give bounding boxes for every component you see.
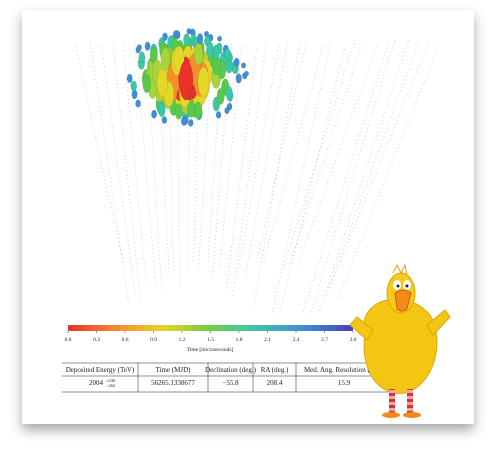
hit: [179, 61, 193, 100]
table-cell: 2004: [89, 379, 104, 387]
hit: [162, 33, 167, 41]
hit: [183, 34, 189, 46]
hit: [143, 74, 151, 92]
hit: [158, 103, 165, 116]
tick-label: 1.8: [236, 337, 243, 343]
hit: [217, 36, 221, 41]
table-cell: −55.8: [222, 379, 239, 387]
hit: [194, 43, 203, 64]
hit: [234, 58, 239, 67]
hit: [187, 28, 192, 34]
hit: [216, 111, 221, 118]
hit: [181, 117, 186, 125]
colorbar-label: Time [microseconds]: [187, 347, 234, 353]
slide: 0.0 0.3 0.6 0.9 1.2 1.5 1.8 2.1 2.4 2.7 3.0 Time […: [0, 0, 495, 468]
table-header: Declination (deg.): [205, 366, 257, 374]
hit: [213, 45, 220, 60]
hit: [217, 88, 224, 104]
hit: [145, 42, 150, 51]
hit: [136, 100, 141, 108]
hit: [162, 116, 167, 123]
tick-label: 0.6: [122, 337, 129, 343]
table-cell: 208.4: [267, 379, 283, 387]
hit: [197, 33, 203, 43]
table-header: RA (deg.): [261, 366, 289, 374]
tick-label: 2.4: [293, 337, 300, 343]
hit: [206, 42, 213, 57]
hit: [131, 81, 137, 92]
hit: [161, 48, 170, 71]
hit: [225, 107, 230, 113]
hit: [174, 30, 179, 38]
hit: [225, 49, 231, 59]
hit: [188, 119, 193, 126]
hit: [157, 69, 168, 96]
hit: [226, 86, 233, 99]
tick-label: 0.3: [93, 337, 100, 343]
hit: [175, 104, 182, 120]
table-cell: 56265.1338677: [151, 379, 195, 387]
tick-label: 0.0: [65, 337, 72, 343]
tick-label: 3.0: [350, 337, 357, 343]
page: 0.0 0.3 0.6 0.9 1.2 1.5 1.8 2.1 2.4 2.7 3.0 Time […: [0, 0, 495, 468]
tick-label: 0.9: [150, 337, 157, 343]
hit: [241, 63, 246, 69]
hit: [226, 59, 233, 73]
table-cell: −262: [106, 383, 115, 388]
hit: [198, 67, 209, 97]
table-cell: 15.9: [338, 379, 351, 387]
hit: [244, 71, 248, 76]
tick-label: 1.2: [179, 337, 186, 343]
hit: [236, 74, 242, 84]
table-header: Deposited Energy (TeV): [66, 366, 135, 374]
tick-label: 2.7: [321, 337, 328, 343]
colorbar: [68, 325, 353, 331]
hit: [137, 45, 142, 51]
tick-label: 2.1: [264, 337, 271, 343]
table-header: Time (MJD): [156, 366, 192, 374]
hit: [127, 74, 132, 83]
hit: [139, 52, 145, 64]
hit: [195, 102, 202, 118]
hit: [151, 110, 156, 118]
tick-label: 1.5: [207, 337, 214, 343]
